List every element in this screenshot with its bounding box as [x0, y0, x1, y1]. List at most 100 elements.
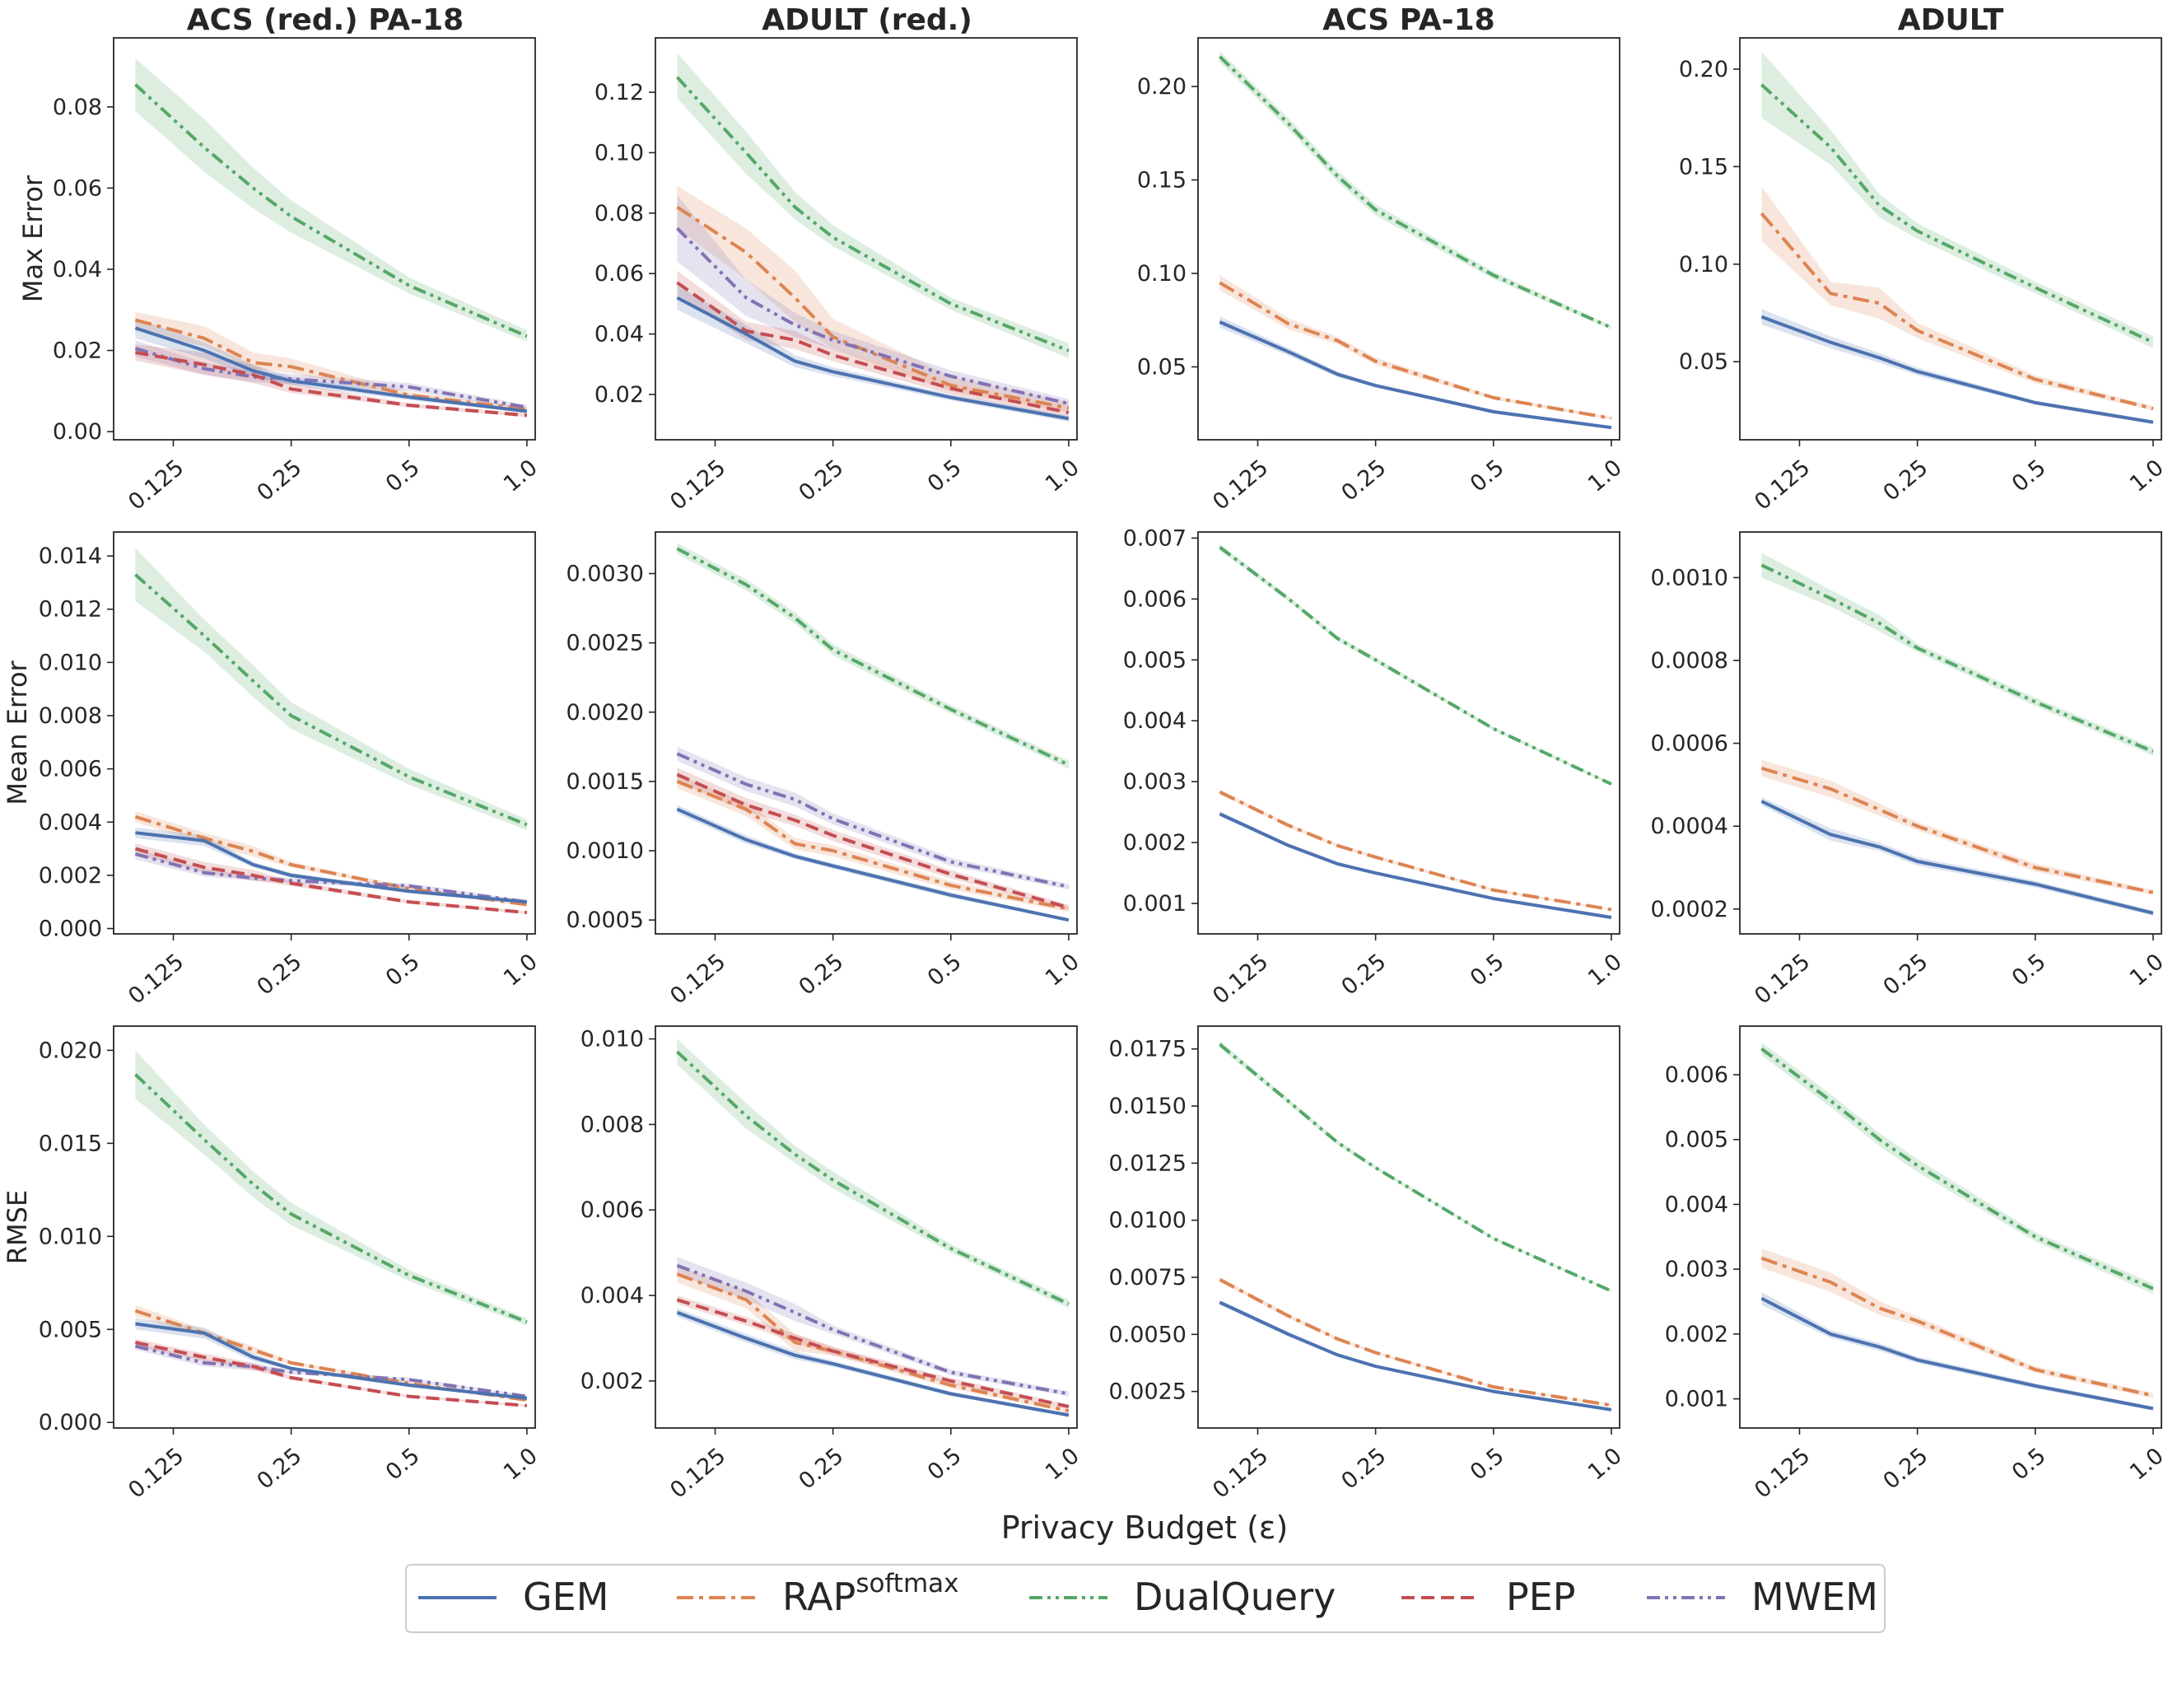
- column-titles: ACS (red.) PA-18 ADULT (red.) ACS PA-18 …: [187, 3, 2004, 37]
- x-tick-label: 0.25: [1336, 455, 1391, 506]
- line-mwem: [134, 347, 528, 409]
- plot-frame: [1739, 531, 2162, 935]
- x-axis-label: Privacy Budget (ε): [1001, 1510, 1289, 1546]
- x-tick-label: 0.125: [665, 949, 730, 1009]
- y-tick-label: 0.20: [1137, 74, 1187, 100]
- plot-area: [1198, 1026, 1620, 1428]
- x-tick-label: 1.0: [499, 1443, 543, 1485]
- series-layer: [134, 548, 528, 915]
- y-tick-label: 0.20: [1679, 57, 1728, 82]
- y-tick-label: 0.002: [39, 863, 102, 889]
- series-layer: [675, 53, 1070, 422]
- plot-frame: [113, 1025, 536, 1429]
- panel-r0-c1: 0.02 0.04 0.06 0.08 0.10 0.12 0.125 0.25 0.5 1.0: [594, 37, 1084, 516]
- y-tick-label: 0.004: [1123, 708, 1187, 734]
- line-pep: [676, 772, 1070, 909]
- col-title-adult: ADULT: [1898, 3, 2004, 37]
- x-tick-label: 1.0: [2125, 1443, 2168, 1485]
- line-gem: [676, 807, 1070, 922]
- line-mwem: [676, 1263, 1070, 1396]
- series-layer: [1219, 544, 1612, 919]
- x-tick-label: 0.5: [923, 949, 967, 991]
- y-tick-label: 0.15: [1679, 154, 1728, 180]
- col-title-adult-red: ADULT (red.): [762, 3, 972, 37]
- y-tick-label: 0.003: [1665, 1257, 1728, 1282]
- row-labels: Max Error Mean Error RMSE: [2, 175, 49, 1264]
- line-dq: [676, 1050, 1070, 1306]
- band-rap: [1761, 186, 2153, 411]
- y-tick-label: 0.002: [1665, 1322, 1728, 1347]
- line-rap: [676, 780, 1070, 911]
- legend-label-dualquery: DualQuery: [1134, 1575, 1336, 1619]
- x-tick-label: 0.5: [2007, 949, 2051, 991]
- y-tick-label: 0.004: [39, 810, 102, 835]
- x-tick-label: 0.25: [1336, 1443, 1391, 1494]
- line-gem: [1760, 800, 2154, 915]
- band-dq: [1761, 51, 2153, 348]
- legend-label-rap-main: RAP: [782, 1575, 856, 1619]
- line-gem: [135, 831, 528, 904]
- line-dq: [134, 573, 528, 827]
- panel-r2-c0: 0.000 0.005 0.010 0.015 0.020 0.125 0.25 0.5 1.0: [39, 1025, 543, 1504]
- line-dq: [1760, 1047, 2154, 1290]
- y-tick-label: 0.0030: [566, 561, 644, 586]
- y-tick-label: 0.006: [1665, 1062, 1728, 1088]
- line-mwem: [676, 752, 1070, 889]
- x-tick-label: 0.25: [794, 455, 848, 506]
- line-gem: [1219, 1300, 1612, 1412]
- plot-frame: [655, 37, 1078, 441]
- panel-r1-c0: 0.000 0.002 0.004 0.006 0.008 0.010 0.012 0.014…: [39, 531, 543, 1010]
- x-tick-label: 1.0: [499, 455, 543, 497]
- plot-frame: [1197, 531, 1620, 935]
- y-tick-label: 0.12: [594, 80, 644, 105]
- y-tick-label: 0.002: [580, 1369, 644, 1394]
- plot-area: [1198, 532, 1620, 934]
- band-gem: [1761, 797, 2153, 916]
- y-tick-label: 0.005: [1665, 1127, 1728, 1153]
- band-pep: [677, 270, 1069, 418]
- band-mwem: [135, 340, 527, 410]
- plot-frame: [113, 37, 536, 441]
- x-tick-label: 0.125: [665, 1443, 730, 1503]
- line-rap: [676, 205, 1070, 410]
- series-layer: [134, 1050, 528, 1407]
- y-tick-label: 0.0005: [566, 908, 644, 933]
- plot-frame: [655, 531, 1078, 935]
- y-tick-label: 0.02: [53, 338, 102, 364]
- legend-label-gem: GEM: [523, 1575, 608, 1619]
- legend-label-mwem: MWEM: [1751, 1575, 1878, 1619]
- band-dq: [135, 58, 527, 342]
- series-layer: [1760, 553, 2154, 916]
- y-tick-label: 0.10: [1679, 252, 1728, 278]
- y-tick-label: 0.0008: [1651, 648, 1728, 674]
- series-layer: [676, 543, 1070, 922]
- line-pep: [135, 351, 528, 418]
- plot-frame: [1739, 1025, 2162, 1429]
- y-tick-label: 0.006: [580, 1197, 644, 1223]
- y-tick-label: 0.006: [1123, 586, 1187, 612]
- x-tick-label: 1.0: [1041, 455, 1084, 497]
- line-dq: [1219, 545, 1612, 786]
- x-tick-label: 0.125: [1750, 949, 1815, 1009]
- y-tick-label: 0.010: [39, 1224, 102, 1249]
- line-pep: [134, 847, 528, 915]
- band-dq: [1761, 1042, 2153, 1295]
- x-tick-label: 0.125: [665, 455, 730, 515]
- legend-label-pep: PEP: [1506, 1575, 1576, 1619]
- y-tick-label: 0.002: [1123, 830, 1187, 856]
- panel-r2-c1: 0.002 0.004 0.006 0.008 0.010 0.125 0.25 0.5 1.0: [580, 1025, 1084, 1504]
- plot-area: [114, 1026, 535, 1428]
- x-tick-label: 0.25: [794, 1443, 848, 1494]
- x-tick-label: 1.0: [1041, 1443, 1084, 1485]
- y-tick-label: 0.05: [1137, 354, 1187, 380]
- y-tick-label: 0.004: [580, 1283, 644, 1309]
- y-tick-label: 0.0020: [566, 700, 644, 726]
- x-tick-label: 0.125: [124, 1443, 189, 1503]
- x-tick-label: 0.125: [1208, 455, 1273, 515]
- line-dq: [134, 1073, 528, 1324]
- x-tick-label: 0.5: [923, 455, 967, 497]
- legend-entry-pep: PEP: [1401, 1575, 1576, 1619]
- y-tick-label: 0.007: [1123, 525, 1187, 551]
- line-rap: [1219, 790, 1612, 912]
- x-tick-label: 0.5: [2007, 1443, 2051, 1485]
